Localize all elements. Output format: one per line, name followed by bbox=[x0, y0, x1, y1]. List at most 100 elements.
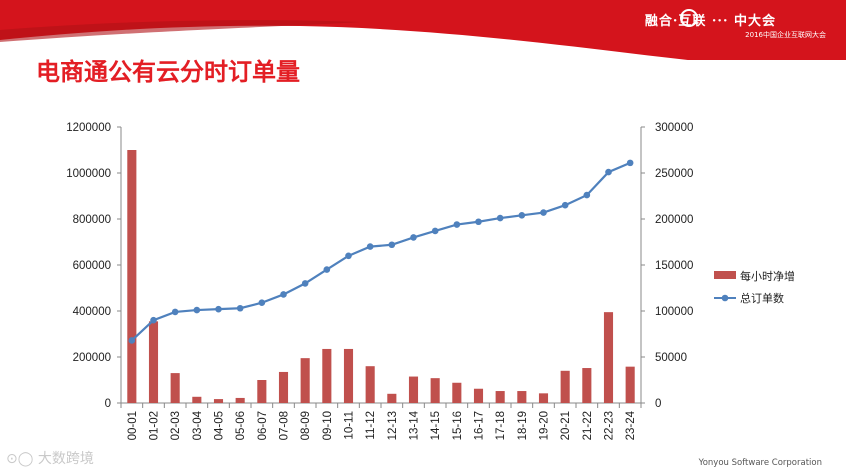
y-left-tick-label: 1200000 bbox=[66, 122, 111, 134]
slide-header-banner bbox=[0, 0, 846, 60]
legend-label: 每小时净增 bbox=[740, 269, 795, 283]
y-right-tick-label: 300000 bbox=[655, 122, 693, 134]
bar bbox=[278, 371, 289, 403]
axes-layer: 0200000400000600000800000100000012000000… bbox=[66, 122, 693, 440]
slide-title: 电商通公有云分时订单量 bbox=[36, 58, 300, 86]
bar bbox=[603, 312, 614, 403]
x-tick-label: 22-23 bbox=[604, 411, 616, 440]
line-point bbox=[193, 306, 201, 314]
line-point bbox=[540, 209, 547, 216]
x-tick-label: 06-07 bbox=[257, 411, 269, 440]
x-tick-label: 14-15 bbox=[430, 411, 442, 440]
y-right-tick-label: 100000 bbox=[655, 306, 693, 318]
legend-bar-swatch bbox=[714, 271, 736, 279]
bar bbox=[538, 393, 549, 403]
bar bbox=[148, 321, 159, 403]
bar bbox=[300, 358, 310, 403]
x-tick-label: 15-16 bbox=[452, 411, 464, 440]
x-tick-label: 19-20 bbox=[539, 411, 551, 440]
x-tick-label: 00-01 bbox=[127, 411, 139, 440]
bar bbox=[322, 348, 332, 403]
bar bbox=[517, 391, 527, 403]
footer-company: Yonyou Software Corporation bbox=[698, 458, 822, 468]
y-right-tick-label: 50000 bbox=[655, 352, 687, 364]
x-tick-label: 05-06 bbox=[235, 411, 247, 440]
line-point bbox=[453, 221, 461, 228]
y-left-tick-label: 1000000 bbox=[66, 168, 111, 180]
y-right-tick-label: 0 bbox=[655, 398, 661, 410]
line-point bbox=[366, 243, 374, 250]
line-point bbox=[561, 201, 569, 209]
watermark-text: 大数跨境 bbox=[37, 451, 94, 467]
y-left-tick-label: 800000 bbox=[73, 214, 111, 226]
x-tick-label: 12-13 bbox=[387, 411, 399, 440]
header-red-wave bbox=[0, 0, 846, 60]
watermark: ⊙◯ 大数跨境 bbox=[6, 448, 94, 468]
x-tick-label: 01-02 bbox=[149, 411, 161, 440]
line-point bbox=[605, 168, 612, 176]
bar bbox=[430, 378, 440, 403]
line-point bbox=[236, 304, 244, 312]
y-right-tick-label: 200000 bbox=[655, 214, 693, 226]
line-point bbox=[280, 291, 287, 298]
bar bbox=[235, 397, 245, 403]
line-point bbox=[171, 308, 179, 316]
line-point bbox=[518, 212, 526, 219]
y-left-tick-label: 400000 bbox=[73, 306, 111, 318]
watermark-logo-icon: ⊙◯ bbox=[6, 451, 38, 467]
line-point bbox=[583, 191, 591, 199]
line-point bbox=[626, 159, 634, 167]
x-tick-label: 03-04 bbox=[192, 410, 204, 440]
bar bbox=[257, 380, 267, 403]
y-right-tick-label: 150000 bbox=[655, 260, 693, 272]
x-tick-label: 20-21 bbox=[560, 411, 572, 440]
line-point bbox=[128, 337, 136, 344]
line-series bbox=[128, 159, 634, 344]
line-point bbox=[345, 252, 352, 260]
x-tick-label: 16-17 bbox=[474, 411, 486, 440]
brand-logo: 融合·互联 ··· 中大会 bbox=[644, 14, 776, 29]
bar bbox=[170, 373, 180, 403]
bar bbox=[408, 376, 419, 403]
bar bbox=[495, 391, 505, 403]
bar bbox=[127, 150, 137, 403]
bar bbox=[213, 399, 224, 403]
x-tick-label: 13-14 bbox=[409, 410, 421, 440]
x-tick-label: 09-10 bbox=[322, 411, 334, 440]
x-tick-label: 02-03 bbox=[170, 411, 182, 440]
bar bbox=[473, 388, 484, 403]
x-tick-label: 21-22 bbox=[582, 411, 594, 440]
bar bbox=[192, 396, 202, 403]
line-point bbox=[410, 234, 417, 241]
x-tick-label: 08-09 bbox=[300, 411, 312, 440]
bar bbox=[625, 366, 635, 403]
x-tick-label: 10-11 bbox=[344, 411, 356, 440]
x-tick-label: 11-12 bbox=[365, 411, 377, 440]
y-left-tick-label: 0 bbox=[105, 398, 111, 410]
line-path bbox=[131, 161, 631, 342]
legend-line-marker bbox=[721, 294, 729, 302]
bar-series bbox=[127, 150, 635, 403]
bar bbox=[582, 368, 592, 403]
x-tick-label: 07-08 bbox=[279, 411, 291, 440]
bar bbox=[452, 382, 462, 403]
line-point bbox=[301, 280, 309, 287]
line-point bbox=[258, 299, 266, 307]
brand-subtitle: 2016中国企业互联网大会 bbox=[745, 31, 826, 39]
line-point bbox=[431, 227, 439, 235]
line-point bbox=[323, 266, 331, 273]
bar bbox=[365, 366, 375, 403]
y-left-tick-label: 200000 bbox=[73, 352, 111, 364]
x-tick-label: 23-24 bbox=[625, 410, 637, 440]
line-point bbox=[215, 305, 222, 313]
line-point bbox=[475, 218, 482, 226]
bar bbox=[343, 348, 354, 403]
y-left-tick-label: 600000 bbox=[73, 260, 111, 272]
brand-emblem-icon bbox=[680, 9, 698, 27]
line-point bbox=[388, 241, 396, 249]
header-dark-stripe bbox=[0, 20, 360, 42]
x-tick-label: 04-05 bbox=[214, 411, 226, 440]
legend-label: 总订单数 bbox=[740, 291, 784, 305]
